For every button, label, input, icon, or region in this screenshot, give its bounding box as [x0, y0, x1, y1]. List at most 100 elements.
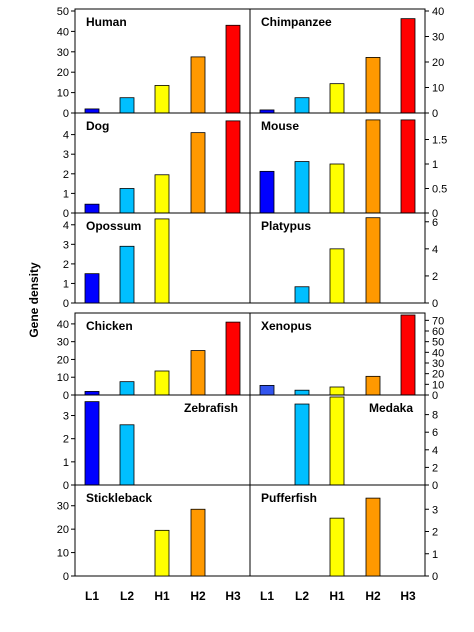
species-label-stickleback: Stickleback	[86, 491, 152, 505]
panel-human: 0 10 20 30 40 50 Human	[57, 6, 251, 120]
panel-medaka: 0 2 4 6 8 Medaka	[249, 394, 438, 492]
bar-platypus-h1	[329, 248, 345, 304]
y-tick-label: 8	[432, 410, 438, 422]
y-tick-label: 3	[432, 504, 438, 516]
y-tick-label: 1.5	[432, 135, 447, 147]
y-tick-label: 10	[57, 88, 69, 100]
species-label-chimpanzee: Chimpanzee	[261, 15, 332, 29]
y-tick-label: 40	[57, 26, 69, 38]
y-tick-label: 30	[57, 47, 69, 59]
y-tick-label: 2	[63, 434, 69, 446]
panel-pufferfish: 0 1 2 3 Pufferfish	[249, 484, 438, 583]
bar-medaka-h1	[329, 396, 345, 486]
y-tick-label: 4	[63, 130, 69, 142]
y-tick-label: 0	[63, 298, 69, 310]
panel-mouse: 0 0.5 1 1.5 Mouse	[249, 112, 447, 220]
x-tick-label-l1: L1	[260, 589, 274, 603]
bar-xenopus-h3	[400, 314, 416, 396]
x-tick-label-h1: H1	[329, 589, 345, 603]
bar-xenopus-h2	[365, 375, 381, 396]
species-label-chicken: Chicken	[86, 319, 133, 333]
y-tick-label: 1	[63, 278, 69, 290]
y-tick-label: 0	[432, 390, 438, 402]
y-tick-label: 10	[57, 372, 69, 384]
y-tick-label: 40	[432, 347, 444, 359]
x-tick-label-h2: H2	[365, 589, 381, 603]
y-tick-label: 6	[432, 427, 438, 439]
y-axis-label: Gene density	[27, 262, 41, 338]
y-tick-label: 4	[63, 220, 69, 232]
bar-opossum-h1	[154, 218, 170, 304]
y-tick-label: 1	[432, 159, 438, 171]
y-tick-label: 0	[432, 298, 438, 310]
bar-chicken-h1	[154, 370, 170, 396]
bar-human-h1	[154, 85, 170, 114]
y-tick-label: 1	[63, 457, 69, 469]
y-tick-label: 30	[57, 501, 69, 513]
bar-opossum-l1	[84, 273, 100, 304]
y-tick-label: 0	[63, 208, 69, 220]
y-tick-label: 3	[63, 239, 69, 251]
y-tick-label: 0	[63, 108, 69, 120]
y-tick-label: 0	[63, 571, 69, 583]
bar-dog-h2	[190, 132, 206, 214]
bar-human-h3	[225, 24, 241, 114]
bar-mouse-l1	[259, 170, 275, 214]
bar-dog-l1	[84, 203, 100, 214]
species-label-opossum: Opossum	[86, 219, 141, 233]
panel-platypus: 0 2 4 6 Platypus	[249, 212, 438, 310]
y-tick-label: 20	[57, 354, 69, 366]
y-tick-label: 50	[432, 337, 444, 349]
bar-human-l1	[84, 108, 100, 114]
bar-dog-h3	[225, 120, 241, 214]
bar-chicken-l1	[84, 391, 100, 396]
bar-pufferfish-h2	[365, 497, 381, 577]
y-tick-label: 20	[57, 67, 69, 79]
bar-dog-h1	[154, 174, 170, 214]
panel-stickleback: 0 10 20 30 Stickleback	[57, 484, 251, 583]
y-tick-label: 2	[432, 527, 438, 539]
bar-chicken-h3	[225, 321, 241, 396]
x-tick-label-h3: H3	[400, 589, 416, 603]
bar-dog-l2	[119, 188, 135, 214]
panel-opossum: 0 1 2 3 4 Opossum	[63, 212, 251, 310]
x-tick-label-l2: L2	[120, 589, 134, 603]
species-label-medaka: Medaka	[369, 401, 413, 415]
bar-mouse-h2	[365, 119, 381, 214]
y-tick-label: 60	[432, 326, 444, 338]
bar-opossum-l2	[119, 245, 135, 304]
y-tick-label: 70	[432, 315, 444, 327]
y-tick-label: 0	[63, 480, 69, 492]
species-label-platypus: Platypus	[261, 219, 311, 233]
bar-chimpanzee-l2	[294, 97, 310, 114]
x-tick-label-h1: H1	[154, 589, 170, 603]
y-tick-label: 20	[57, 524, 69, 536]
bar-chimpanzee-h1	[329, 83, 345, 114]
bar-xenopus-h1	[329, 386, 345, 396]
y-tick-label: 20	[432, 369, 444, 381]
y-tick-label: 30	[432, 358, 444, 370]
bar-mouse-h3	[400, 119, 416, 214]
species-label-human: Human	[86, 15, 127, 29]
y-tick-label: 40	[57, 319, 69, 331]
x-tick-label-l1: L1	[85, 589, 99, 603]
bar-chimpanzee-h3	[400, 18, 416, 114]
species-label-pufferfish: Pufferfish	[261, 491, 317, 505]
y-tick-label: 10	[57, 548, 69, 560]
species-label-mouse: Mouse	[261, 119, 299, 133]
bar-xenopus-l1	[259, 384, 275, 396]
y-tick-label: 3	[63, 411, 69, 423]
bar-zebrafish-l2	[119, 424, 135, 486]
y-tick-label: 10	[432, 379, 444, 391]
bar-pufferfish-h1	[329, 517, 345, 577]
y-tick-label: 40	[432, 6, 444, 18]
bar-stickleback-h2	[190, 508, 206, 577]
y-tick-label: 30	[432, 32, 444, 44]
bar-stickleback-h1	[154, 529, 170, 577]
panel-chimpanzee: 0 10 20 30 40 Chimpanzee	[249, 6, 444, 120]
y-tick-label: 2	[63, 259, 69, 271]
y-tick-label: 0	[432, 208, 438, 220]
y-tick-label: 30	[57, 337, 69, 349]
panel-chicken: 0 10 20 30 40 Chicken	[57, 312, 251, 402]
